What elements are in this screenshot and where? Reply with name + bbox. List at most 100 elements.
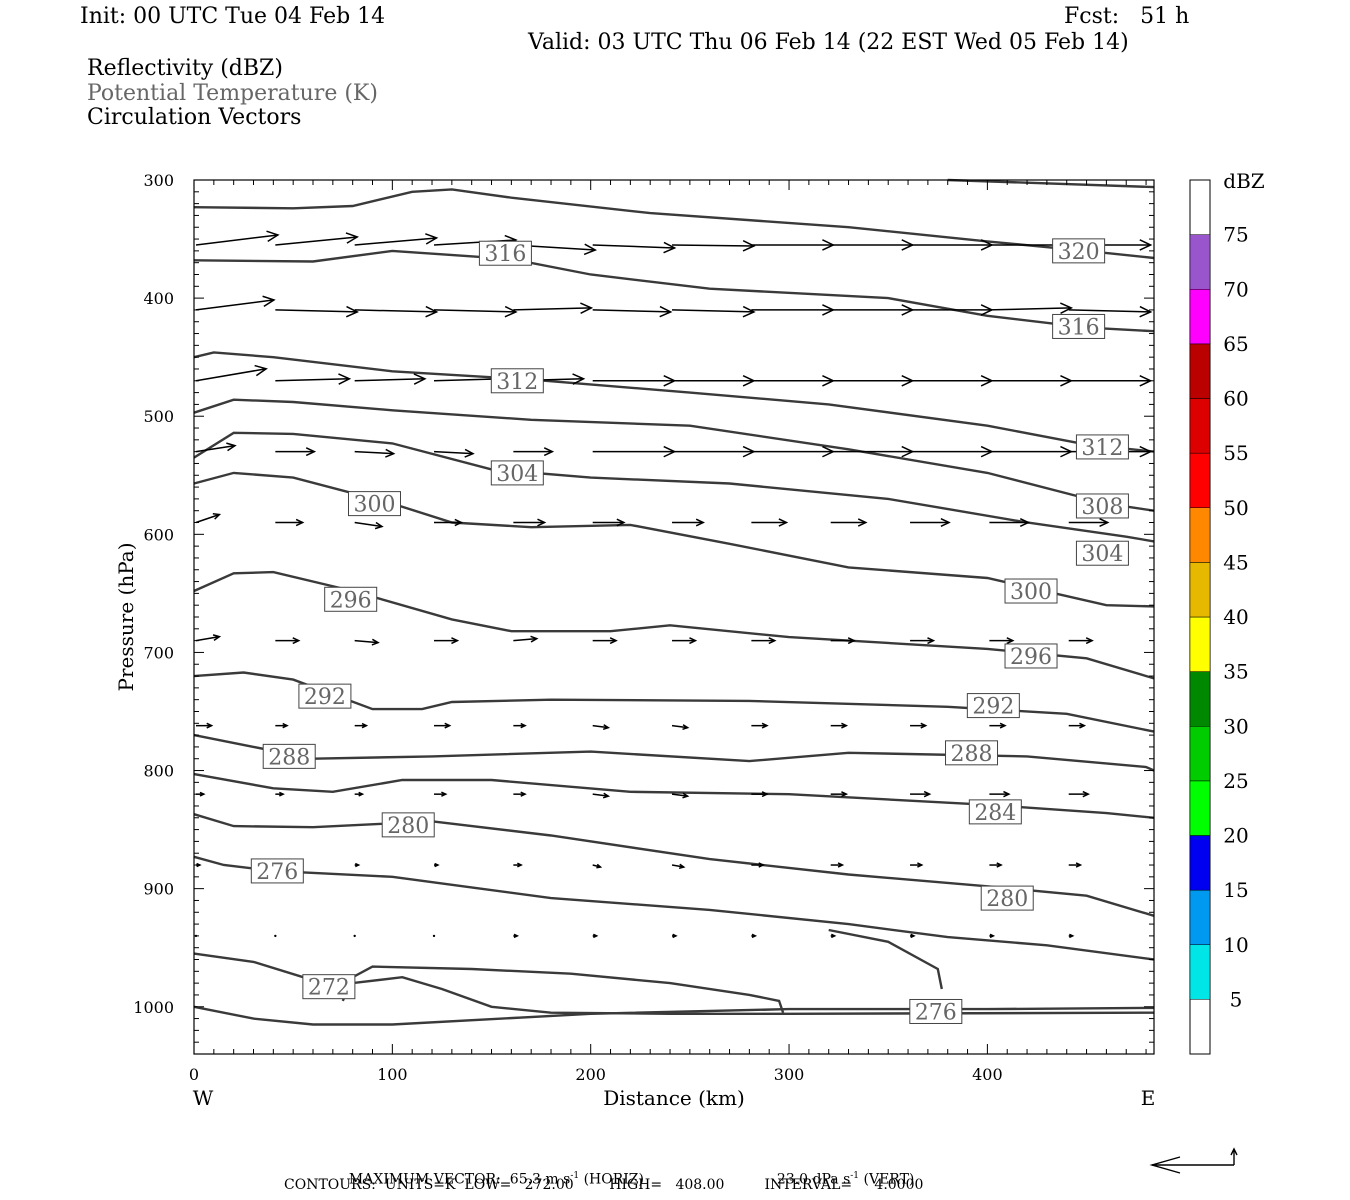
colorbar-label: 5 [1230, 987, 1243, 1011]
contour-label: 272 [302, 974, 356, 1001]
vector-arrow [354, 233, 439, 246]
contour-label-text: 300 [353, 493, 395, 518]
vector-arrow [592, 374, 677, 387]
vector-arrow [910, 790, 932, 798]
valid-time: Valid: 03 UTC Thu 06 Feb 14 (22 EST Wed … [528, 30, 1129, 55]
contour-label-text: 280 [387, 814, 429, 839]
vector-arrow [989, 445, 1074, 458]
colorbar-segment [1189, 234, 1211, 290]
colorbar-segment [1189, 507, 1211, 563]
contour-label-text: 312 [496, 370, 538, 395]
vector-arrow [830, 304, 915, 316]
vector-arrow [910, 933, 916, 939]
y-axis-label: Pressure (hPa) [114, 543, 138, 692]
colorbar-label: 70 [1223, 277, 1248, 301]
vector-arrow [830, 518, 868, 527]
vector-arrow [830, 933, 837, 939]
y-tick-label: 400 [143, 289, 174, 308]
vector-arrow [1068, 862, 1083, 868]
contour-label: 296 [324, 586, 378, 613]
vector-arrow [989, 933, 996, 939]
vector-arrow [513, 447, 555, 457]
vector-arrow [830, 637, 856, 645]
max-vector-vert: 23.0 dPa s-1 (VERT) [776, 1171, 915, 1188]
vector-arrow [434, 791, 448, 797]
vector-arrow [989, 637, 1015, 645]
vector-arrow [513, 933, 520, 939]
y-tick-label: 1000 [133, 998, 174, 1017]
x-tick-label: 300 [774, 1065, 805, 1084]
contour-label: 304 [1075, 540, 1129, 567]
vector-arrow [275, 305, 359, 318]
colorbar-segment [1189, 944, 1211, 1000]
colorbar-label: 45 [1223, 550, 1248, 574]
x-tick-label: 400 [972, 1065, 1003, 1084]
vector-arrow [830, 862, 845, 868]
y-tick-labels: 300 400 500 600 700 800 900 1000 [133, 171, 174, 1017]
vector-arrow [434, 518, 464, 527]
contour-label: 280 [980, 885, 1034, 912]
theta-contour-308-12 [193, 398, 1155, 512]
theta-contour-284-6 [193, 772, 1155, 819]
vector-arrow [354, 305, 439, 318]
colorbar-label: 15 [1223, 878, 1248, 902]
reference-vector-arrow-icon [1149, 1147, 1238, 1174]
vector-arrow [1068, 790, 1090, 798]
vector-arrow [989, 302, 1074, 314]
vector-arrow [751, 933, 758, 939]
vector-arrow [910, 518, 951, 528]
contour-label: 288 [945, 740, 999, 767]
contour-label: 312 [1075, 434, 1129, 461]
contour-label: 312 [490, 368, 544, 395]
x-tick-label: 200 [575, 1065, 606, 1084]
vector-arrow [830, 374, 915, 387]
vector-arrow [354, 791, 365, 797]
vector-arrow [354, 862, 361, 868]
axis-ticks [193, 179, 1154, 1055]
vector-arrow [830, 722, 849, 729]
contour-label-text: 320 [1058, 240, 1100, 265]
theta-contour-labels: 316 320 316 312 312 304 308 300 304 300 296 296 292 2… [250, 238, 1129, 1025]
theta-contour-272-1 [193, 952, 1155, 1015]
vector-arrow [910, 637, 936, 645]
vector-arrow [751, 862, 765, 868]
vector-arrow [751, 374, 836, 387]
vector-arrow [910, 445, 994, 458]
vector-arrow [989, 722, 1007, 729]
vector-arrow [433, 305, 518, 318]
contour-label: 316 [1052, 313, 1106, 340]
vector-arrow [672, 305, 756, 318]
vector-arrow [354, 448, 396, 458]
y-tick-label: 600 [143, 525, 174, 544]
theta-contour-276-2 [341, 965, 785, 1014]
vector-arrow [275, 518, 305, 527]
contour-label: 292 [966, 693, 1020, 720]
contour-label-text: 280 [986, 887, 1028, 912]
vector-arrow [671, 724, 690, 731]
vector-arrow [672, 518, 705, 527]
vector-arrow [513, 635, 539, 643]
theta-contour-276-3 [193, 855, 1155, 961]
vector-arrow [1068, 518, 1110, 528]
contour-label-text: 276 [915, 1000, 957, 1025]
vector-arrow [354, 521, 384, 530]
max-vector-horiz: MAXIMUM VECTOR: 65.3 m s-1 (HORIZ) [348, 1171, 644, 1188]
theta-contours [193, 178, 1155, 1026]
vector-arrow [1068, 637, 1094, 645]
vector-arrow [354, 373, 427, 385]
contour-label-text: 276 [256, 860, 298, 885]
colorbar-segment [1189, 671, 1211, 727]
contour-label-text: 316 [1058, 315, 1100, 340]
vector-arrow [275, 232, 359, 246]
colorbar-segment [1189, 835, 1211, 891]
field-reflectivity: Reflectivity (dBZ) [87, 56, 283, 81]
vector-arrow [592, 724, 611, 731]
init-time: Init: 00 UTC Tue 04 Feb 14 [80, 4, 386, 29]
contour-label: 292 [298, 683, 352, 710]
vector-arrow [434, 722, 452, 729]
theta-contour-288-7 [193, 733, 1155, 772]
colorbar-label: 30 [1223, 714, 1248, 738]
contour-label: 276 [250, 858, 304, 885]
colorbar-label: 10 [1223, 933, 1248, 957]
reflectivity-colorbar: 5 10 15 20 25 30 35 40 45 50 55 60 65 70 75 [1189, 179, 1249, 1055]
